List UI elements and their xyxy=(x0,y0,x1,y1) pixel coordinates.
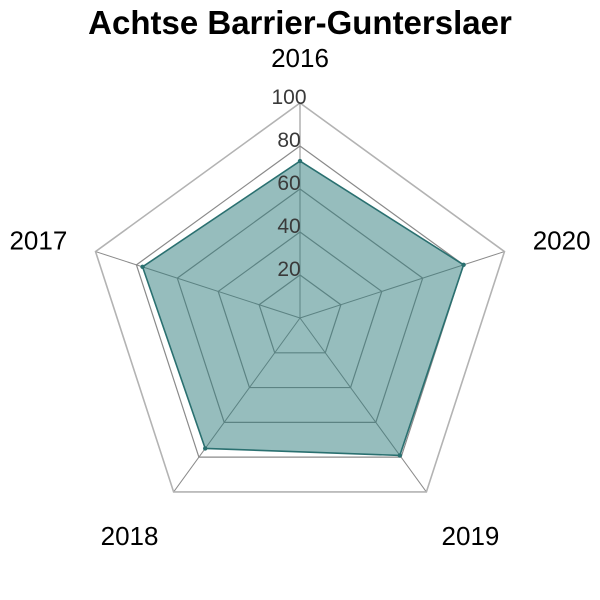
data-point xyxy=(203,446,208,451)
grid-ring xyxy=(94,102,506,493)
axis-label-2016: 2016 xyxy=(271,43,329,73)
axis-labels: 2016 2020 2019 2018 2017 xyxy=(9,43,590,551)
series-area xyxy=(141,160,465,457)
radial-tick-labels: 20 40 60 80 100 xyxy=(271,86,306,281)
tick-label: 40 xyxy=(277,215,300,238)
data-point xyxy=(397,453,403,458)
grid-ring xyxy=(135,145,465,458)
tick-label: 60 xyxy=(277,172,300,195)
radar-series xyxy=(140,158,466,458)
data-point xyxy=(461,262,466,268)
axis-label-2017: 2017 xyxy=(9,225,67,255)
tick-label: 100 xyxy=(271,86,306,109)
chart-title: Achtse Barrier-Gunterslaer xyxy=(88,4,512,41)
axis-label-2020: 2020 xyxy=(533,225,591,255)
axis-label-2019: 2019 xyxy=(442,521,500,551)
data-point xyxy=(297,158,303,164)
axis-label-2018: 2018 xyxy=(101,521,159,551)
tick-label: 20 xyxy=(277,258,300,281)
data-point xyxy=(140,264,145,270)
tick-label: 80 xyxy=(277,129,300,152)
